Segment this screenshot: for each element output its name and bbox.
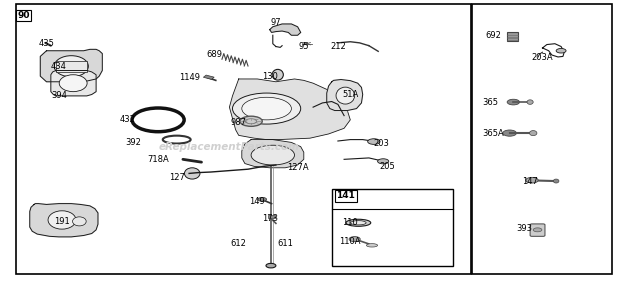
Text: 365A: 365A (482, 129, 504, 138)
Bar (472, 4, 612, 274)
Circle shape (507, 99, 520, 105)
Ellipse shape (59, 75, 87, 92)
Ellipse shape (272, 69, 283, 80)
Text: 987: 987 (231, 118, 247, 127)
Text: 718A: 718A (147, 155, 169, 164)
Text: 97: 97 (270, 18, 281, 27)
Text: 611: 611 (277, 239, 293, 248)
FancyBboxPatch shape (530, 224, 545, 236)
Circle shape (378, 159, 389, 164)
Text: 149: 149 (249, 197, 265, 206)
Text: 205: 205 (379, 162, 396, 171)
Text: 434: 434 (51, 62, 67, 71)
Circle shape (232, 93, 301, 124)
Text: 689: 689 (206, 50, 222, 60)
Text: 51A: 51A (342, 90, 358, 99)
Text: 203: 203 (373, 139, 389, 148)
Text: 212: 212 (330, 42, 346, 51)
Text: 692: 692 (485, 31, 501, 40)
Circle shape (349, 237, 360, 242)
Ellipse shape (48, 211, 76, 229)
Polygon shape (270, 24, 301, 35)
Circle shape (258, 197, 267, 201)
Ellipse shape (55, 56, 88, 77)
Text: 432: 432 (119, 115, 135, 124)
Text: 394: 394 (51, 91, 67, 100)
Text: 141: 141 (337, 191, 355, 201)
Text: 1149: 1149 (179, 73, 200, 82)
Text: 130: 130 (262, 72, 278, 81)
Text: 110A: 110A (340, 237, 361, 246)
Text: 393: 393 (516, 224, 532, 233)
Text: 435: 435 (38, 39, 55, 48)
Text: 191: 191 (54, 217, 70, 226)
Ellipse shape (185, 168, 200, 179)
Ellipse shape (529, 131, 537, 136)
Ellipse shape (336, 87, 355, 104)
Circle shape (533, 228, 542, 232)
Polygon shape (327, 80, 363, 111)
Circle shape (503, 130, 516, 136)
Polygon shape (229, 79, 350, 140)
Circle shape (240, 116, 262, 126)
Text: 127: 127 (169, 173, 185, 182)
Ellipse shape (346, 219, 371, 226)
Text: 173: 173 (262, 214, 278, 223)
Text: 90: 90 (17, 11, 30, 20)
Text: 95: 95 (299, 42, 309, 51)
Bar (203, 75, 214, 80)
Text: 392: 392 (125, 138, 141, 147)
Bar (332, 189, 453, 266)
Bar (268, 215, 275, 218)
Bar (56, 61, 87, 72)
Circle shape (266, 263, 276, 268)
Text: 110: 110 (342, 218, 358, 227)
Circle shape (251, 145, 294, 165)
Bar (507, 32, 518, 41)
Polygon shape (30, 204, 98, 237)
Text: 127A: 127A (287, 163, 308, 172)
Text: 147: 147 (522, 177, 538, 186)
Circle shape (556, 49, 566, 53)
Circle shape (242, 97, 291, 120)
Polygon shape (51, 70, 96, 96)
Ellipse shape (366, 244, 378, 247)
Polygon shape (40, 49, 102, 82)
Text: 203A: 203A (532, 53, 553, 62)
Circle shape (526, 177, 538, 183)
Ellipse shape (350, 221, 366, 225)
Ellipse shape (553, 179, 559, 183)
Circle shape (368, 139, 380, 144)
Bar (16, 4, 471, 274)
Polygon shape (242, 140, 304, 168)
Text: eReplacementParts.com: eReplacementParts.com (159, 142, 300, 152)
Ellipse shape (73, 217, 86, 226)
Text: 612: 612 (231, 239, 247, 248)
Text: 365: 365 (482, 98, 498, 107)
Ellipse shape (527, 100, 533, 104)
